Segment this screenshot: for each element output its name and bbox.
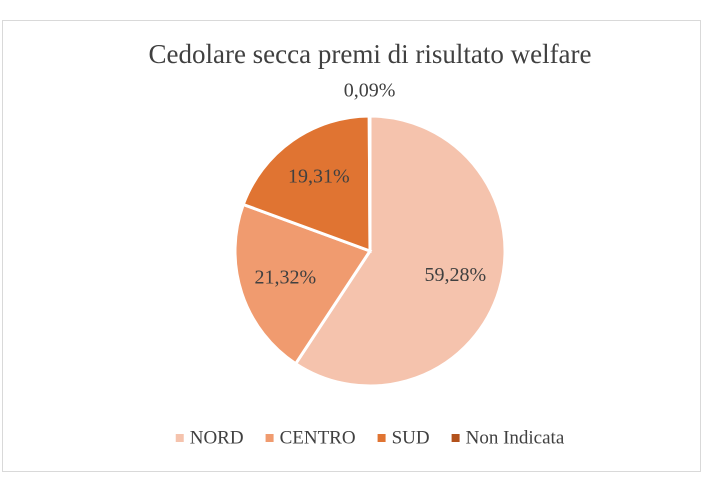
data-label: 59,28%	[425, 264, 487, 286]
data-label: 0,09%	[344, 80, 396, 102]
legend-swatch	[175, 434, 184, 442]
data-label: 21,32%	[255, 266, 317, 288]
legend-label: NORD	[190, 427, 244, 448]
data-label: 19,31%	[288, 166, 350, 188]
legend-swatch	[377, 434, 386, 442]
legend-label: Non Indicata	[466, 427, 565, 448]
pie-slice	[233, 202, 373, 366]
legend-swatch	[265, 434, 274, 442]
pie-slice	[241, 114, 372, 254]
legend-label: SUD	[392, 427, 430, 448]
legend-swatch	[451, 434, 460, 442]
chart-title: Cedolare secca premi di risultato welfar…	[148, 39, 591, 69]
legend-label: CENTRO	[280, 427, 356, 448]
pie-slice	[293, 114, 507, 388]
pie-slice	[367, 114, 372, 252]
